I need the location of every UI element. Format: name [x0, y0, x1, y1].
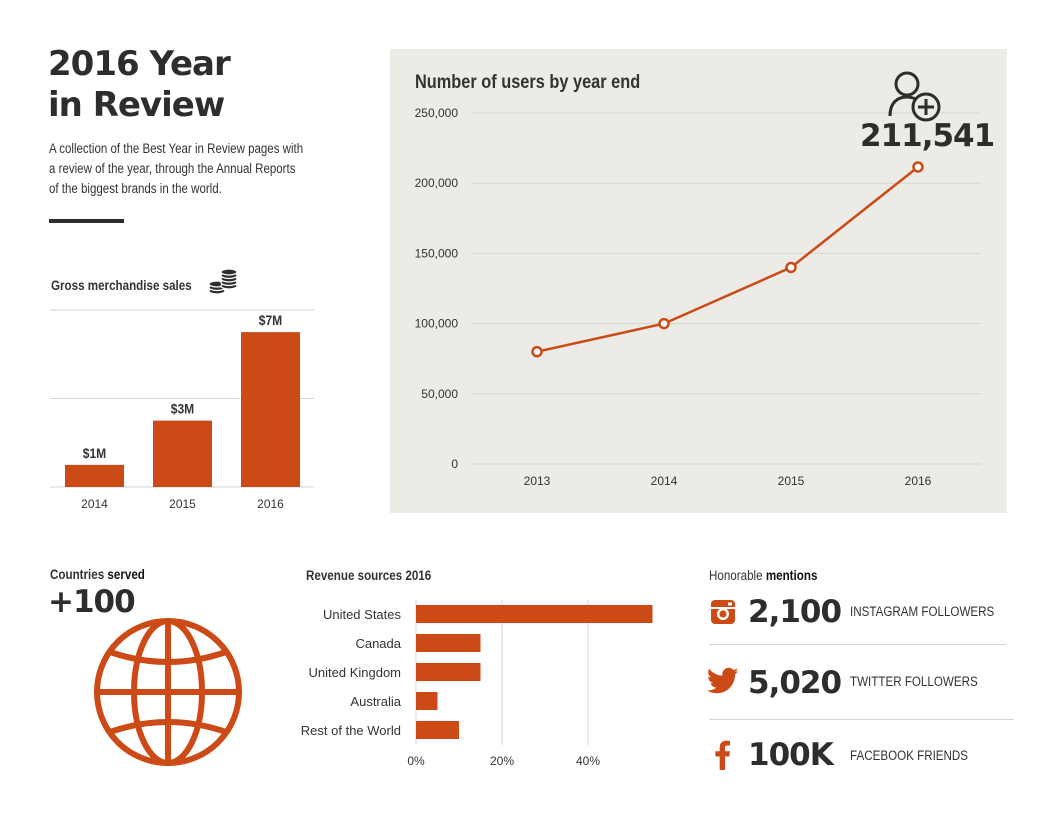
users-xtick-label: 2015 — [778, 474, 805, 488]
users-ytick-label: 0 — [451, 457, 458, 471]
twitter-icon — [707, 667, 739, 694]
users-data-point — [658, 317, 670, 330]
revenue-bar-chart: 0% 20% 40% United States Canada United Kingdo… — [301, 600, 653, 768]
description-line: A collection of the Best Year in Review … — [49, 141, 304, 156]
users-chart-title: Number of users by year end — [415, 72, 641, 93]
sales-bar — [153, 420, 212, 487]
users-line-chart: 0 50,000 100,000 150,000 200,000 250,000 2013 2… — [415, 106, 981, 488]
add-user-icon — [888, 71, 941, 122]
coins-icon — [208, 268, 238, 295]
revenue-category-label: Rest of the World — [301, 723, 401, 738]
facebook-label: FACEBOOK FRIENDS — [850, 748, 969, 763]
revenue-tick-label: 20% — [490, 754, 514, 768]
revenue-category-label: United States — [323, 607, 402, 622]
countries-label-bold: served — [107, 567, 145, 582]
countries-value: +100 — [48, 584, 136, 620]
mentions-divider — [709, 644, 1006, 645]
revenue-tick-label: 40% — [576, 754, 600, 768]
sales-tick-label: 2016 — [257, 497, 284, 511]
users-ytick-label: 100,000 — [415, 317, 459, 331]
users-ytick-label: 200,000 — [415, 176, 459, 190]
users-chart-panel — [390, 49, 1007, 513]
users-series-line — [536, 166, 919, 353]
mentions-label: Honorable mentions — [709, 568, 817, 583]
sales-bar — [65, 464, 124, 487]
users-highlight-value: 211,541 — [860, 118, 995, 154]
page-title-line1: 2016 Year — [48, 44, 231, 84]
users-xtick-label: 2016 — [905, 474, 932, 488]
revenue-category-label: United Kingdom — [309, 665, 402, 680]
users-ytick-label: 150,000 — [415, 246, 459, 260]
revenue-bar — [416, 634, 481, 652]
revenue-chart-title: Revenue sources 2016 — [306, 568, 432, 583]
instagram-label: INSTAGRAM FOLLOWERS — [850, 604, 995, 619]
revenue-bar — [416, 605, 653, 623]
users-data-point — [912, 161, 924, 173]
sales-data-label: $1M — [83, 445, 106, 461]
sales-data-label: $7M — [259, 312, 282, 328]
countries-label-plain: Countries — [50, 567, 105, 582]
revenue-bar — [416, 721, 459, 739]
users-ytick-label: 250,000 — [415, 106, 459, 120]
users-xtick-label: 2013 — [524, 474, 551, 488]
instagram-value: 2,100 — [748, 594, 842, 630]
users-data-point — [531, 345, 543, 358]
sales-bar — [241, 332, 300, 487]
revenue-category-label: Australia — [350, 694, 401, 709]
sales-bar-chart: $1M 2014 $3M 2015 $7M 2016 — [50, 309, 314, 511]
mentions-label-plain: Honorable — [709, 568, 763, 583]
sales-tick-label: 2015 — [169, 497, 196, 511]
users-xtick-label: 2014 — [651, 474, 678, 488]
description-line: of the biggest brands in the world. — [49, 181, 222, 196]
users-data-point — [785, 261, 797, 274]
facebook-value: 100K — [748, 737, 834, 773]
title-divider — [49, 219, 124, 223]
sales-chart-title: Gross merchandise sales — [51, 278, 192, 293]
revenue-tick-label: 0% — [407, 754, 425, 768]
countries-label: Countries served — [50, 567, 145, 582]
twitter-value: 5,020 — [748, 665, 842, 701]
description-line: a review of the year, through the Annual… — [49, 161, 296, 176]
page-title-line2: in Review — [48, 85, 225, 125]
mentions-label-bold: mentions — [765, 568, 818, 583]
mentions-divider — [709, 719, 1014, 720]
globe-icon — [94, 618, 242, 766]
revenue-category-label: Canada — [355, 636, 401, 651]
twitter-label: TWITTER FOLLOWERS — [850, 674, 978, 689]
revenue-bar — [416, 692, 438, 710]
revenue-bar — [416, 663, 481, 681]
sales-tick-label: 2014 — [81, 497, 108, 511]
users-ytick-label: 50,000 — [421, 387, 458, 401]
facebook-icon — [715, 740, 730, 770]
sales-data-label: $3M — [171, 401, 194, 417]
page-description: A collection of the Best Year in Review … — [49, 139, 369, 199]
instagram-icon — [711, 600, 735, 624]
